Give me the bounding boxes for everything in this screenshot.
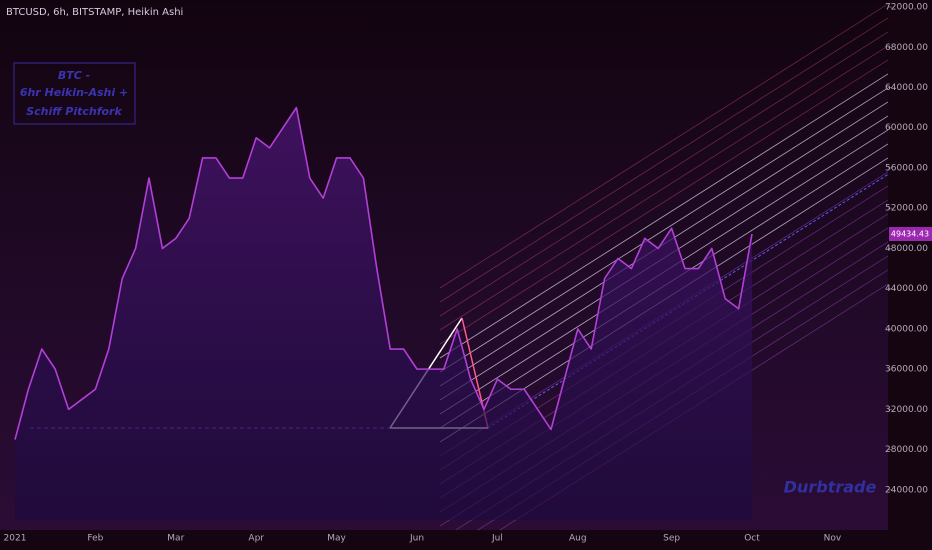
x-tick-label: Nov [824,534,842,544]
annotation-line: 6hr Heikin-Ashi + [20,86,128,99]
y-tick-label: 52000.00 [885,204,928,214]
symbol-header: BTCUSD, 6h, BITSTAMP, Heikin Ashi [6,7,183,18]
y-tick-label: 64000.00 [885,83,928,93]
price-area [15,107,752,521]
watermark: Durbtrade [784,478,877,497]
y-tick-label: 48000.00 [885,244,928,254]
annotation-box [13,62,136,125]
y-tick-label: 72000.00 [885,3,928,13]
y-axis-panel [888,0,932,530]
plot [14,106,753,521]
x-tick-label: Feb [87,534,103,544]
y-tick-label: 36000.00 [885,365,928,375]
x-tick-label: May [327,534,346,544]
y-tick-label: 68000.00 [885,43,928,53]
x-tick-label: Jul [491,534,503,544]
x-tick-label: Jun [409,534,424,544]
y-tick-label: 32000.00 [885,405,928,415]
x-tick-label: Aug [569,534,587,544]
y-tick-label: 60000.00 [885,123,928,133]
y-tick-label: 44000.00 [885,284,928,294]
fork-line [439,3,889,289]
price-tag [889,227,932,242]
fork-line [439,31,889,317]
fork-line [439,45,889,331]
x-axis-panel [0,530,932,550]
annotation-line: BTC - [58,69,90,82]
y-tick-label: 28000.00 [885,445,928,455]
fork-line [439,59,889,345]
price-line [14,106,753,440]
x-tick-label: Mar [167,534,184,544]
y-tick-label: 56000.00 [885,163,928,173]
x-tick-label: Apr [248,534,264,544]
annotation-line: Schiff Pitchfork [26,105,122,118]
fork-line [439,87,889,373]
fork-line [439,73,889,359]
fork-line [439,17,889,303]
x-tick-label: Oct [744,534,760,544]
x-tick-label: Sep [663,534,680,544]
y-tick-label: 40000.00 [885,324,928,334]
y-tick-label: 24000.00 [885,485,928,495]
price-tag-label: 49434.43 [891,230,929,239]
x-tick-label: 2021 [4,534,27,544]
